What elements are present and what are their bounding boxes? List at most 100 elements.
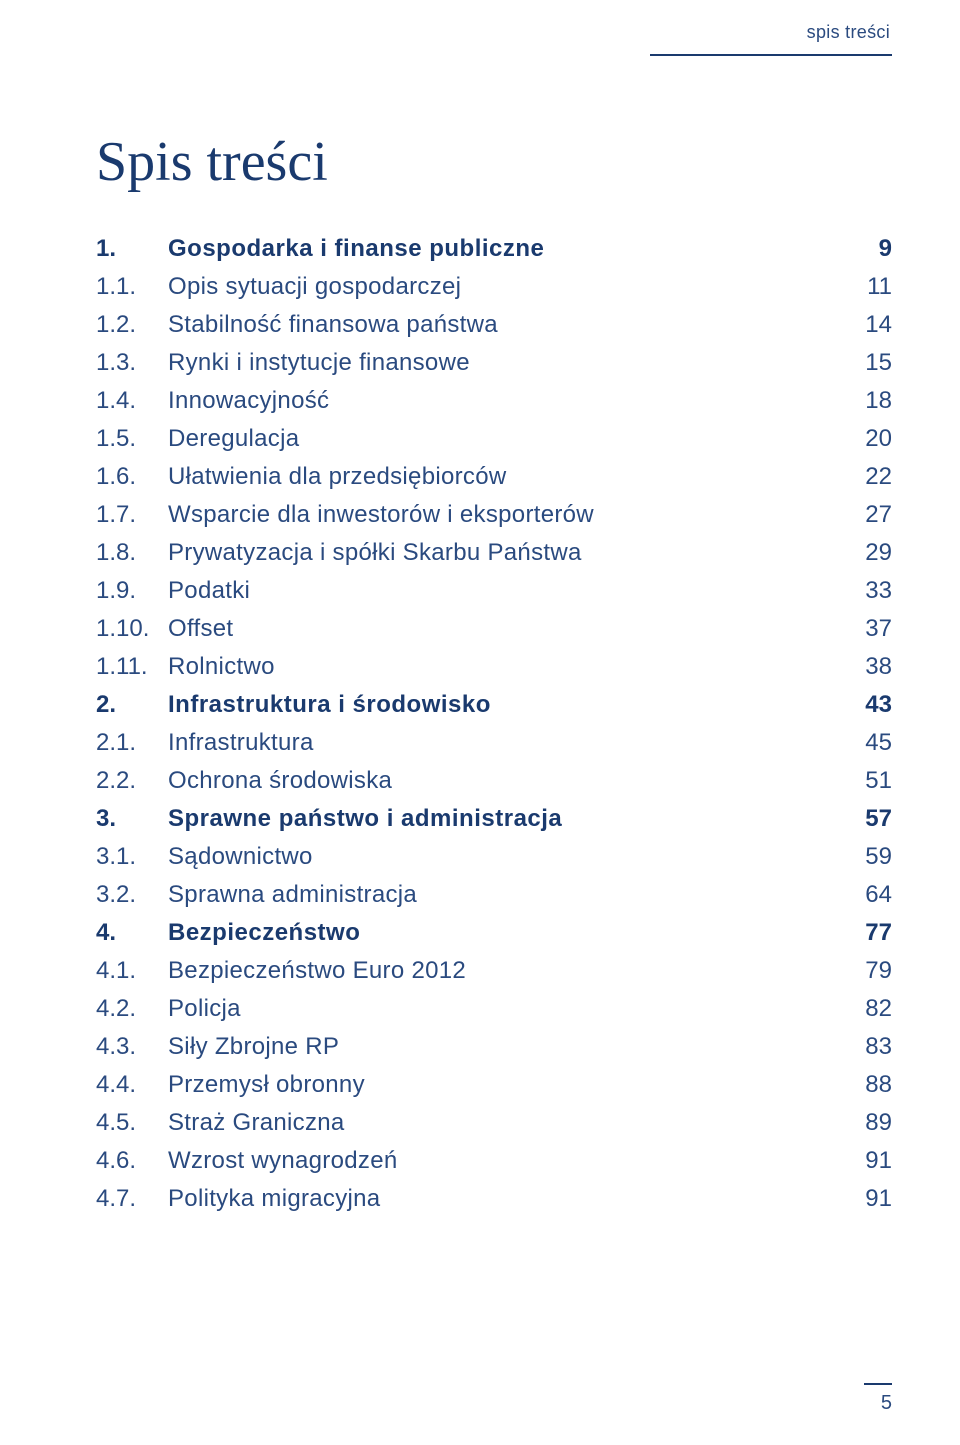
toc-title: Ochrona środowiska bbox=[168, 767, 392, 795]
toc-title: Prywatyzacja i spółki Skarbu Państwa bbox=[168, 539, 582, 567]
toc-row-left: 1.Gospodarka i finanse publiczne bbox=[96, 235, 544, 263]
toc-page: 51 bbox=[852, 767, 892, 795]
toc-title: Bezpieczeństwo Euro 2012 bbox=[168, 957, 466, 985]
toc-page: 88 bbox=[852, 1071, 892, 1099]
toc-page: 29 bbox=[852, 539, 892, 567]
toc-row: 4.7.Polityka migracyjna 91 bbox=[96, 1185, 892, 1213]
toc-page: 59 bbox=[852, 843, 892, 871]
toc-page: 83 bbox=[852, 1033, 892, 1061]
toc-number: 1.11. bbox=[96, 653, 168, 681]
toc-row-left: 4.6.Wzrost wynagrodzeń bbox=[96, 1147, 398, 1175]
toc-number: 1.7. bbox=[96, 501, 168, 529]
toc-row: 2.1.Infrastruktura 45 bbox=[96, 729, 892, 757]
toc-page: 64 bbox=[852, 881, 892, 909]
toc-row-left: 1.4.Innowacyjność bbox=[96, 387, 329, 415]
toc-row: 4.1.Bezpieczeństwo Euro 2012 79 bbox=[96, 957, 892, 985]
toc-row-left: 1.7.Wsparcie dla inwestorów i eksporteró… bbox=[96, 501, 594, 529]
toc-title: Sprawne państwo i administracja bbox=[168, 805, 562, 833]
toc-number: 2.2. bbox=[96, 767, 168, 795]
toc-title: Innowacyjność bbox=[168, 387, 329, 415]
toc-row: 1.9.Podatki 33 bbox=[96, 577, 892, 605]
toc-number: 1.9. bbox=[96, 577, 168, 605]
toc-row: 1.4.Innowacyjność18 bbox=[96, 387, 892, 415]
toc-row: 1.2.Stabilność finansowa państwa 14 bbox=[96, 311, 892, 339]
toc-row: 4.6.Wzrost wynagrodzeń 91 bbox=[96, 1147, 892, 1175]
toc-page: 27 bbox=[852, 501, 892, 529]
page-title: Spis treści bbox=[96, 130, 328, 194]
toc-row-left: 3.Sprawne państwo i administracja bbox=[96, 805, 562, 833]
toc-row-left: 1.2.Stabilność finansowa państwa bbox=[96, 311, 498, 339]
toc-page: 38 bbox=[852, 653, 892, 681]
toc-row-left: 4.7.Polityka migracyjna bbox=[96, 1185, 380, 1213]
toc-row: 1.1.Opis sytuacji gospodarczej 11 bbox=[96, 273, 892, 301]
toc-row: 1.10.Offset37 bbox=[96, 615, 892, 643]
toc-number: 1.8. bbox=[96, 539, 168, 567]
toc-row: 1.11.Rolnictwo 38 bbox=[96, 653, 892, 681]
toc-title: Siły Zbrojne RP bbox=[168, 1033, 339, 1061]
toc-number: 4.3. bbox=[96, 1033, 168, 1061]
toc-row-left: 3.1.Sądownictwo bbox=[96, 843, 313, 871]
toc-title: Infrastruktura bbox=[168, 729, 314, 757]
toc-title: Rynki i instytucje finansowe bbox=[168, 349, 470, 377]
toc-row: 1.3.Rynki i instytucje finansowe15 bbox=[96, 349, 892, 377]
toc-row: 3.1.Sądownictwo 59 bbox=[96, 843, 892, 871]
running-header: spis treści bbox=[807, 22, 890, 43]
toc-row: 1.5.Deregulacja20 bbox=[96, 425, 892, 453]
toc-row-left: 1.10.Offset bbox=[96, 615, 233, 643]
toc-number: 4.6. bbox=[96, 1147, 168, 1175]
toc-number: 1.6. bbox=[96, 463, 168, 491]
toc-number: 2.1. bbox=[96, 729, 168, 757]
toc-number: 4.1. bbox=[96, 957, 168, 985]
toc-row-left: 4.3.Siły Zbrojne RP bbox=[96, 1033, 339, 1061]
toc-row: 4.5.Straż Graniczna 89 bbox=[96, 1109, 892, 1137]
toc-row: 1.Gospodarka i finanse publiczne9 bbox=[96, 235, 892, 263]
toc-number: 1.5. bbox=[96, 425, 168, 453]
toc-page: 79 bbox=[852, 957, 892, 985]
toc-row: 1.7.Wsparcie dla inwestorów i eksporteró… bbox=[96, 501, 892, 529]
toc-row-left: 1.11.Rolnictwo bbox=[96, 653, 275, 681]
footer-rule bbox=[864, 1383, 892, 1385]
toc-page: 33 bbox=[852, 577, 892, 605]
toc-row: 3.Sprawne państwo i administracja 57 bbox=[96, 805, 892, 833]
toc-number: 1. bbox=[96, 235, 168, 263]
toc-number: 4.5. bbox=[96, 1109, 168, 1137]
toc-number: 1.1. bbox=[96, 273, 168, 301]
toc-page: 43 bbox=[852, 691, 892, 719]
toc-number: 3.2. bbox=[96, 881, 168, 909]
toc-title: Polityka migracyjna bbox=[168, 1185, 380, 1213]
toc-row-left: 1.8.Prywatyzacja i spółki Skarbu Państwa bbox=[96, 539, 582, 567]
toc-row: 2.Infrastruktura i środowisko43 bbox=[96, 691, 892, 719]
toc-title: Policja bbox=[168, 995, 241, 1023]
toc-row-left: 3.2.Sprawna administracja bbox=[96, 881, 417, 909]
toc-page: 91 bbox=[852, 1185, 892, 1213]
toc-title: Wsparcie dla inwestorów i eksporterów bbox=[168, 501, 594, 529]
table-of-contents: 1.Gospodarka i finanse publiczne9 1.1.Opi… bbox=[96, 235, 892, 1223]
toc-title: Rolnictwo bbox=[168, 653, 275, 681]
toc-title: Ułatwienia dla przedsiębiorców bbox=[168, 463, 507, 491]
toc-row-left: 1.9.Podatki bbox=[96, 577, 250, 605]
toc-row-left: 4.4.Przemysł obronny bbox=[96, 1071, 365, 1099]
toc-number: 3. bbox=[96, 805, 168, 833]
toc-page: 45 bbox=[852, 729, 892, 757]
toc-title: Przemysł obronny bbox=[168, 1071, 365, 1099]
toc-row-left: 1.5.Deregulacja bbox=[96, 425, 299, 453]
toc-page: 77 bbox=[852, 919, 892, 947]
toc-row: 4.Bezpieczeństwo77 bbox=[96, 919, 892, 947]
toc-row: 1.6.Ułatwienia dla przedsiębiorców22 bbox=[96, 463, 892, 491]
toc-title: Sprawna administracja bbox=[168, 881, 417, 909]
toc-number: 3.1. bbox=[96, 843, 168, 871]
toc-page: 57 bbox=[852, 805, 892, 833]
toc-number: 4. bbox=[96, 919, 168, 947]
toc-title: Straż Graniczna bbox=[168, 1109, 345, 1137]
toc-page: 14 bbox=[852, 311, 892, 339]
toc-page: 11 bbox=[852, 273, 892, 301]
toc-row-left: 4.2.Policja bbox=[96, 995, 241, 1023]
toc-page: 82 bbox=[852, 995, 892, 1023]
toc-number: 4.4. bbox=[96, 1071, 168, 1099]
toc-page: 89 bbox=[852, 1109, 892, 1137]
header-rule bbox=[650, 54, 892, 56]
toc-page: 91 bbox=[852, 1147, 892, 1175]
toc-title: Opis sytuacji gospodarczej bbox=[168, 273, 461, 301]
toc-row-left: 1.1.Opis sytuacji gospodarczej bbox=[96, 273, 461, 301]
page-number: 5 bbox=[881, 1392, 892, 1415]
